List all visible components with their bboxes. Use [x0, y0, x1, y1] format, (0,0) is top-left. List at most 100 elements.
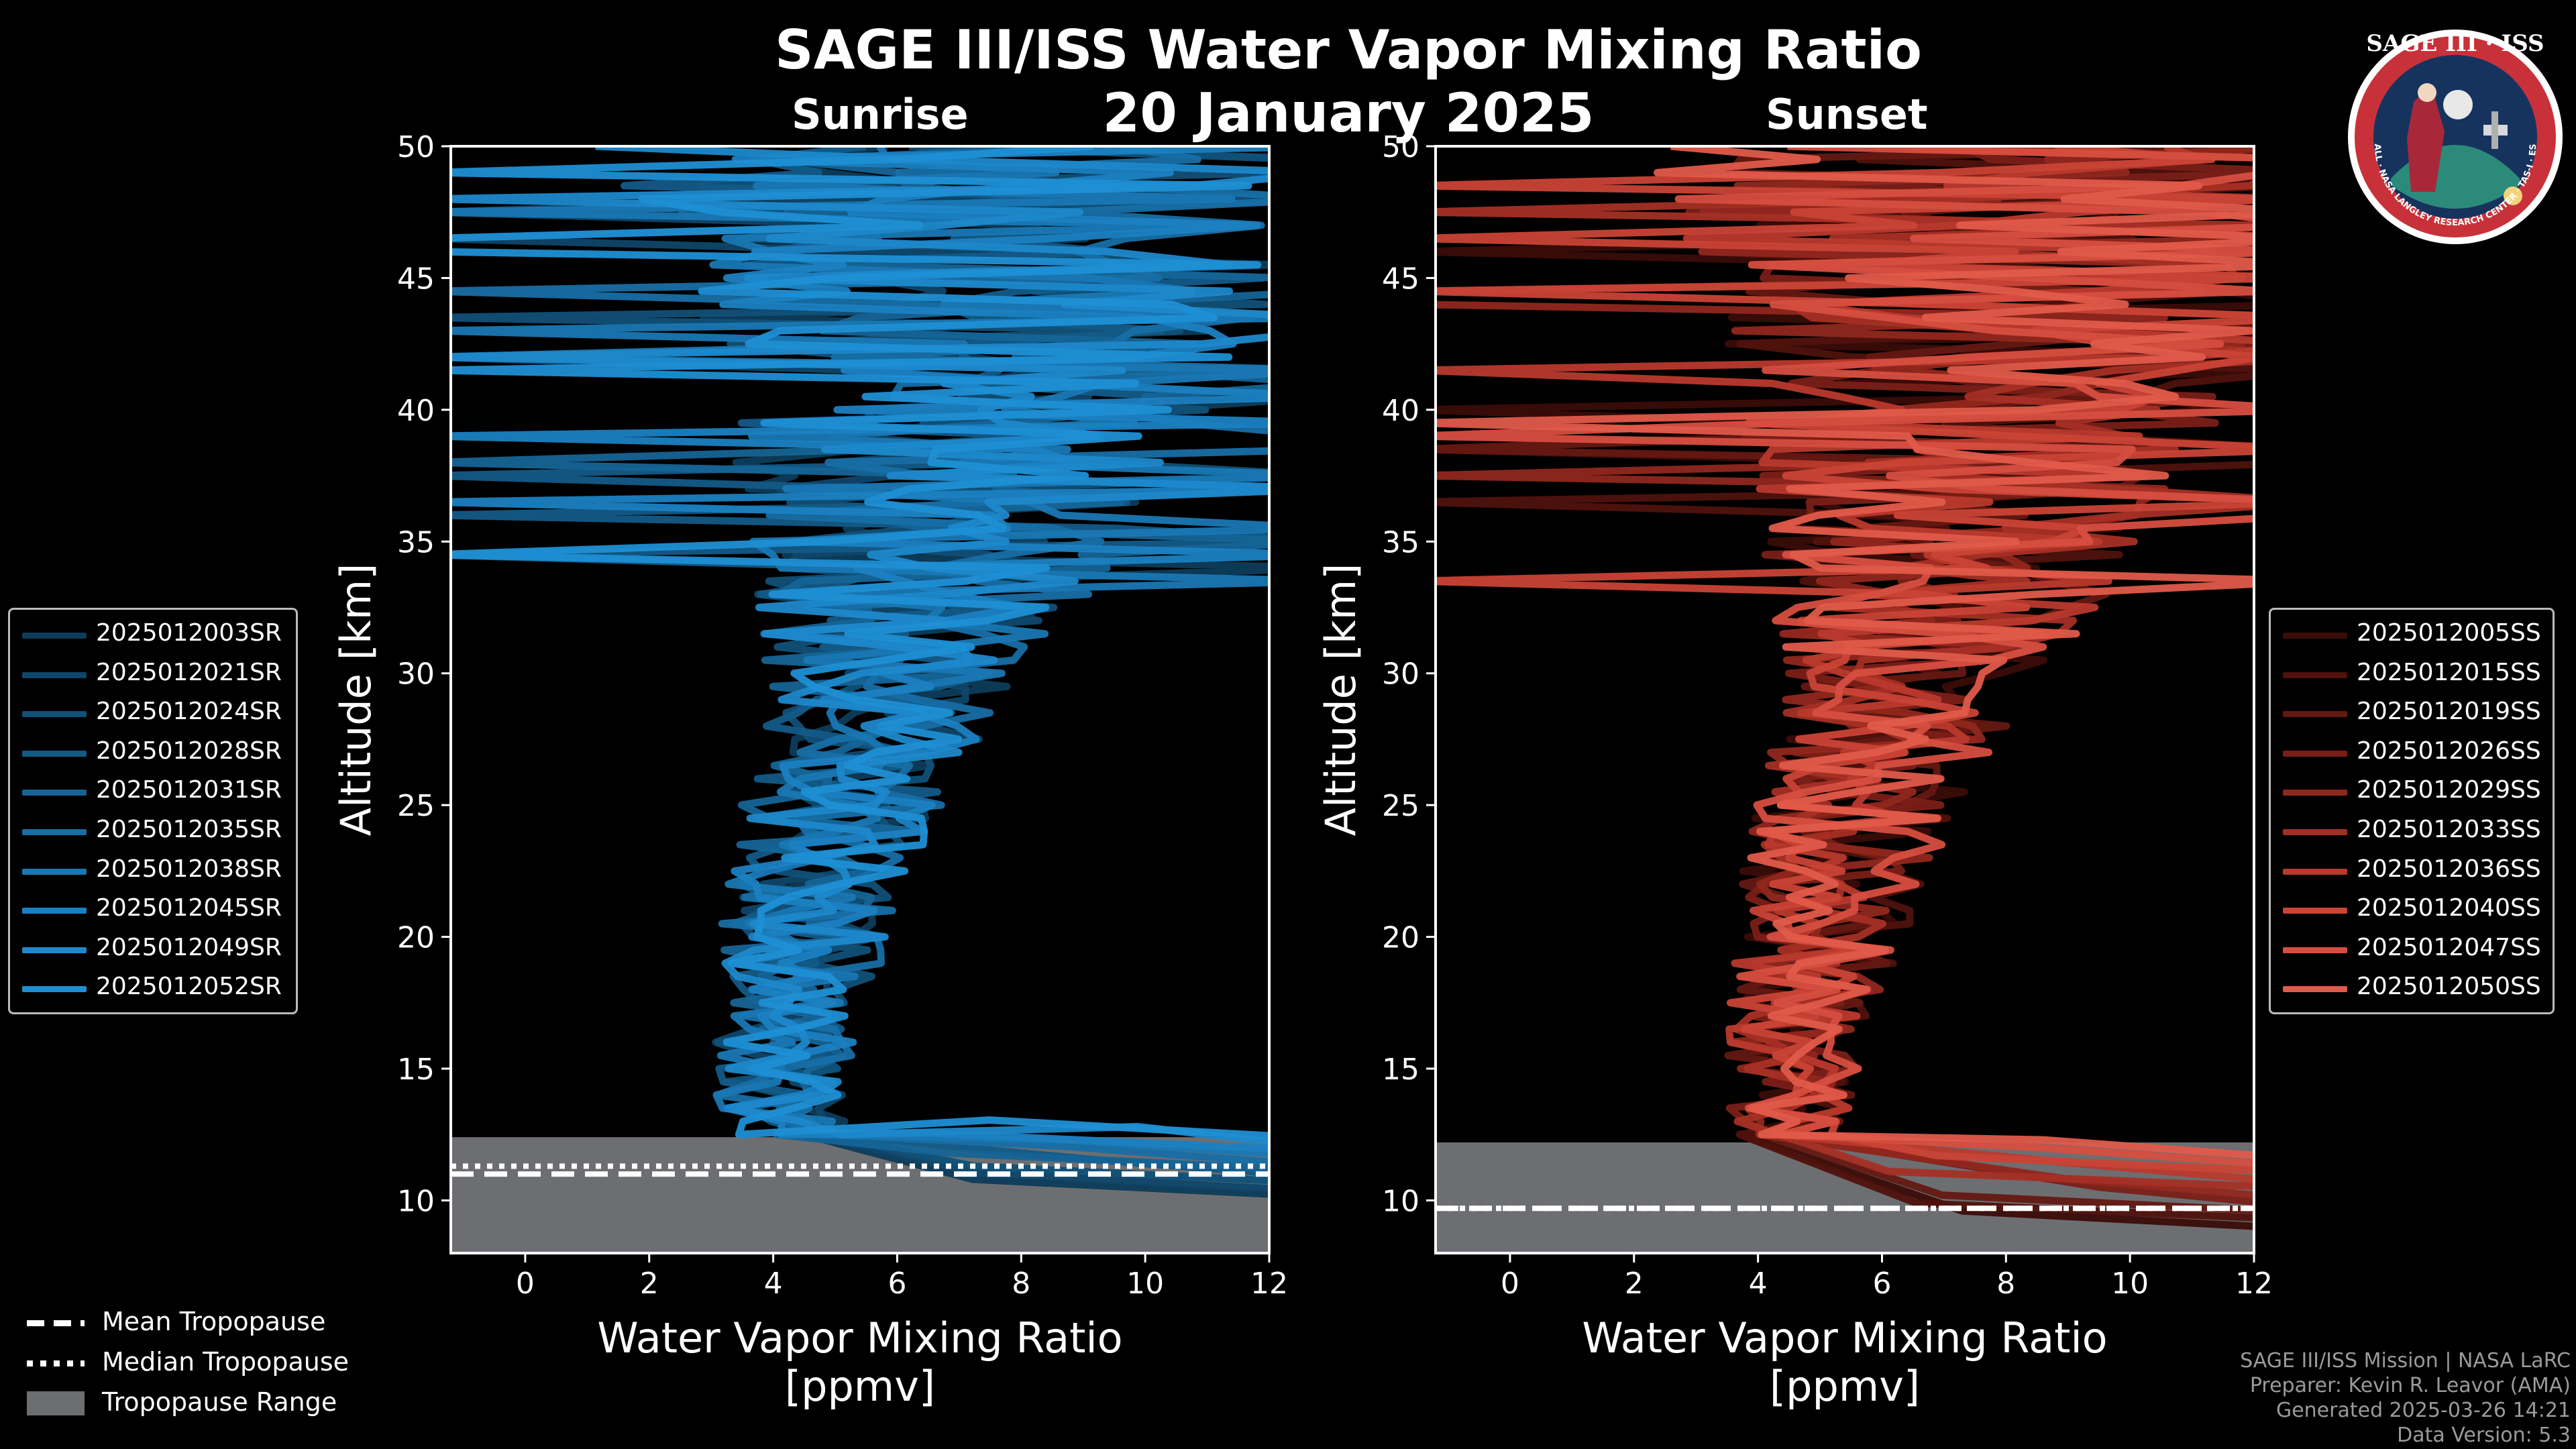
legend-item: 2025012024SR — [10, 694, 296, 733]
legend-item: 2025012033SS — [2271, 812, 2553, 851]
legend-item: 2025012005SS — [2271, 615, 2553, 654]
legend-item: 2025012035SR — [10, 812, 296, 851]
wizard-icon — [2407, 85, 2445, 192]
x-tick-label: 4 — [1749, 1267, 1768, 1301]
footer-credits: SAGE III/ISS Mission | NASA LaRC Prepare… — [2240, 1348, 2571, 1448]
mean-tropopause-label: Mean Tropopause — [102, 1307, 326, 1336]
plot-frame — [449, 145, 1271, 1254]
legend-label: 2025012035SR — [96, 816, 282, 843]
legend-item: 2025012031SR — [10, 772, 296, 811]
y-tick-label: 40 — [397, 394, 435, 428]
legend-item: 2025012019SS — [2271, 694, 2553, 733]
x-tick-label: 8 — [1012, 1267, 1030, 1301]
figure-title: SAGE III/ISS Water Vapor Mixing Ratio — [774, 19, 1923, 81]
legend-label: 2025012028SR — [96, 737, 282, 765]
y-tick-label: 25 — [397, 789, 435, 823]
legend-item: 2025012038SR — [10, 851, 296, 890]
sunrise-legend: 2025012003SR 2025012021SR 2025012024SR 2025… — [8, 608, 298, 1014]
median-tropopause-label: Median Tropopause — [102, 1347, 349, 1377]
legend-item: 2025012052SR — [10, 969, 296, 1008]
tropopause-legend: Mean Tropopause Median Tropopause Tropop… — [20, 1301, 423, 1442]
x-axis-label: Water Vapor Mixing Ratio — [1582, 1313, 2107, 1362]
y-tick-label: 10 — [1382, 1184, 1419, 1218]
x-tick-label: 10 — [1126, 1267, 1164, 1301]
legend-label: 2025012047SS — [2357, 933, 2541, 961]
logo-title: SAGE III · ISS — [2366, 30, 2544, 57]
x-tick-label: 10 — [2111, 1267, 2149, 1301]
legend-swatch — [2283, 711, 2347, 718]
x-axis-label: [ppmv] — [1770, 1362, 1920, 1411]
legend-label: 2025012052SR — [96, 973, 282, 1001]
legend-swatch — [2283, 633, 2347, 639]
sun-icon — [2504, 186, 2522, 205]
x-axis-label: Water Vapor Mixing Ratio — [597, 1313, 1122, 1362]
y-tick-label: 35 — [1382, 525, 1419, 559]
x-tick-label: 8 — [1996, 1267, 2015, 1301]
y-tick-label: 45 — [1382, 262, 1419, 296]
tropopause-range-band — [451, 1137, 1269, 1253]
legend-label: 2025012029SS — [2357, 776, 2541, 804]
sunrise-subtitle: Sunrise — [792, 90, 969, 139]
legend-label: 2025012026SS — [2357, 737, 2541, 765]
y-tick-label: 40 — [1382, 394, 1419, 428]
legend-item: 2025012045SR — [10, 890, 296, 929]
legend-label: 2025012036SS — [2357, 855, 2541, 883]
x-tick-label: 0 — [516, 1267, 535, 1301]
legend-label: 2025012005SS — [2357, 619, 2541, 647]
legend-mean-tropopause: Mean Tropopause — [20, 1301, 423, 1340]
legend-swatch — [22, 829, 87, 835]
legend-swatch — [22, 790, 87, 796]
footer-version: Data Version: 5.3 — [2397, 1424, 2571, 1447]
y-tick-label: 35 — [397, 525, 435, 559]
legend-swatch — [22, 750, 87, 757]
legend-label: 2025012049SR — [96, 933, 282, 961]
sunset-subtitle: Sunset — [1766, 90, 1928, 139]
legend-swatch — [22, 986, 87, 993]
legend-label: 2025012050SS — [2357, 973, 2541, 1001]
profile-lines — [1436, 146, 2254, 1230]
legend-item: 2025012036SS — [2271, 851, 2553, 890]
legend-swatch — [22, 868, 87, 875]
x-tick-label: 6 — [888, 1267, 906, 1301]
y-tick-label: 30 — [1382, 657, 1419, 692]
legend-swatch — [2283, 986, 2347, 993]
plot-frame — [1434, 145, 2255, 1254]
legend-item: 2025012021SR — [10, 655, 296, 694]
legend-item: 2025012029SS — [2271, 772, 2553, 811]
x-tick-label: 2 — [1625, 1267, 1644, 1301]
legend-swatch — [22, 633, 87, 639]
profile-line-2025012050SS — [1436, 146, 2254, 1159]
profile-lines — [451, 146, 1269, 1198]
x-tick-label: 6 — [1872, 1267, 1891, 1301]
sunset-legend: 2025012005SS 2025012015SS 2025012019SS 2025… — [2269, 608, 2555, 1014]
sage-iii-mission-logo: SAGE III · ISS BALL · NASA LANGLEY RESEA… — [2344, 11, 2563, 244]
legend-label: 2025012015SS — [2357, 658, 2541, 686]
y-tick-label: 45 — [397, 262, 435, 296]
y-tick-label: 50 — [1382, 130, 1419, 164]
gray-box-swatch — [27, 1391, 85, 1415]
legend-item: 2025012050SS — [2271, 969, 2553, 1008]
legend-swatch — [2283, 908, 2347, 914]
legend-swatch — [2283, 790, 2347, 796]
legend-swatch — [2283, 750, 2347, 757]
y-tick-label: 15 — [1382, 1053, 1419, 1087]
legend-label: 2025012033SS — [2357, 816, 2541, 843]
sunset-panel: 0 2 4 6 8 10 12 10 15 20 25 30 35 40 45 50 Water Vapor M… — [1316, 130, 2273, 1411]
y-tick-label: 50 — [397, 130, 435, 164]
legend-tropopause-range: Tropopause Range — [20, 1382, 423, 1421]
legend-label: 2025012031SR — [96, 776, 282, 804]
legend-swatch — [22, 672, 87, 678]
x-tick-label: 4 — [764, 1267, 783, 1301]
sunrise-panel: 0 2 4 6 8 10 12 10 15 20 25 30 35 40 45 50 Water Vapor M… — [331, 130, 1288, 1411]
y-tick-label: 30 — [397, 657, 435, 692]
legend-item: 2025012040SS — [2271, 890, 2553, 929]
legend-item: 2025012015SS — [2271, 655, 2553, 694]
legend-swatch — [2283, 829, 2347, 835]
y-tick-label: 20 — [397, 921, 435, 955]
y-tick-label: 15 — [397, 1053, 435, 1087]
legend-median-tropopause: Median Tropopause — [20, 1342, 423, 1381]
legend-label: 2025012040SS — [2357, 894, 2541, 922]
legend-swatch — [22, 947, 87, 953]
legend-item: 2025012003SR — [10, 615, 296, 654]
